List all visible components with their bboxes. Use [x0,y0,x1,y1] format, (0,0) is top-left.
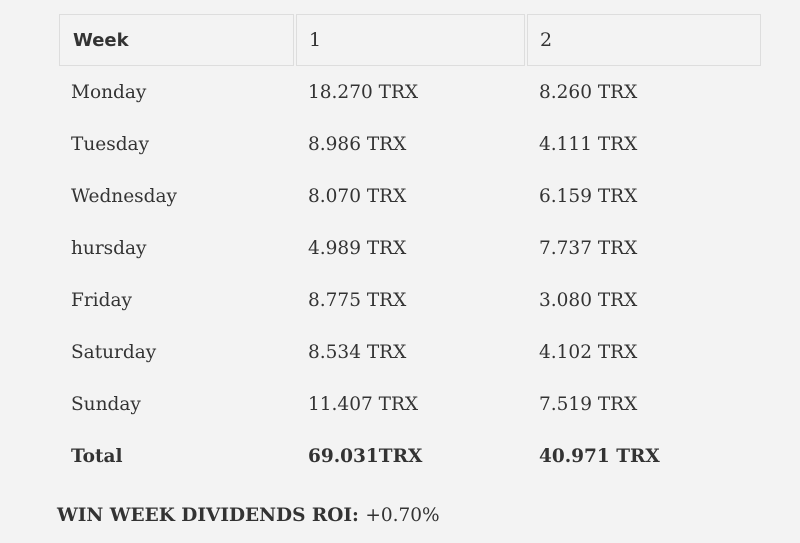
table-row: Monday 18.270 TRX 8.260 TRX [59,66,761,118]
total-week1: 69.031TRX [308,445,423,467]
week2-cell: 7.519 TRX [539,393,638,415]
header-week-2: 2 [527,14,761,66]
week2-cell: 4.111 TRX [539,133,638,155]
total-label: Total [71,445,123,467]
roi-label: WIN WEEK DIVIDENDS ROI: [57,505,359,526]
week1-cell: 8.534 TRX [308,341,407,363]
week1-cell: 8.775 TRX [308,289,407,311]
total-row: Total 69.031TRX 40.971 TRX [59,430,761,482]
dividends-table: Week 1 2 Monday 18.270 TRX 8.260 TRX Tue… [57,14,763,482]
week1-cell: 11.407 TRX [308,393,419,415]
roi-value: +0.70% [365,505,440,526]
header-week: Week [59,14,294,66]
header-week-1: 1 [296,14,525,66]
day-cell: Saturday [71,341,157,363]
dividends-table-container: Week 1 2 Monday 18.270 TRX 8.260 TRX Tue… [57,14,761,482]
week2-cell: 4.102 TRX [539,341,638,363]
table-row: hursday 4.989 TRX 7.737 TRX [59,222,761,274]
day-cell: hursday [71,237,147,259]
total-week2: 40.971 TRX [539,445,660,467]
table-row: Saturday 8.534 TRX 4.102 TRX [59,326,761,378]
week1-cell: 18.270 TRX [308,81,419,103]
week2-cell: 3.080 TRX [539,289,638,311]
week2-cell: 7.737 TRX [539,237,638,259]
roi-summary: WIN WEEK DIVIDENDS ROI: +0.70% [57,505,440,526]
day-cell: Tuesday [71,133,150,155]
table-row: Tuesday 8.986 TRX 4.111 TRX [59,118,761,170]
day-cell: Friday [71,289,132,311]
day-cell: Sunday [71,393,141,415]
week2-cell: 8.260 TRX [539,81,638,103]
table-header-row: Week 1 2 [59,14,761,66]
week1-cell: 8.986 TRX [308,133,407,155]
week1-cell: 4.989 TRX [308,237,407,259]
table-row: Sunday 11.407 TRX 7.519 TRX [59,378,761,430]
week1-cell: 8.070 TRX [308,185,407,207]
week2-cell: 6.159 TRX [539,185,638,207]
day-cell: Wednesday [71,185,177,207]
table-row: Friday 8.775 TRX 3.080 TRX [59,274,761,326]
table-row: Wednesday 8.070 TRX 6.159 TRX [59,170,761,222]
day-cell: Monday [71,81,147,103]
